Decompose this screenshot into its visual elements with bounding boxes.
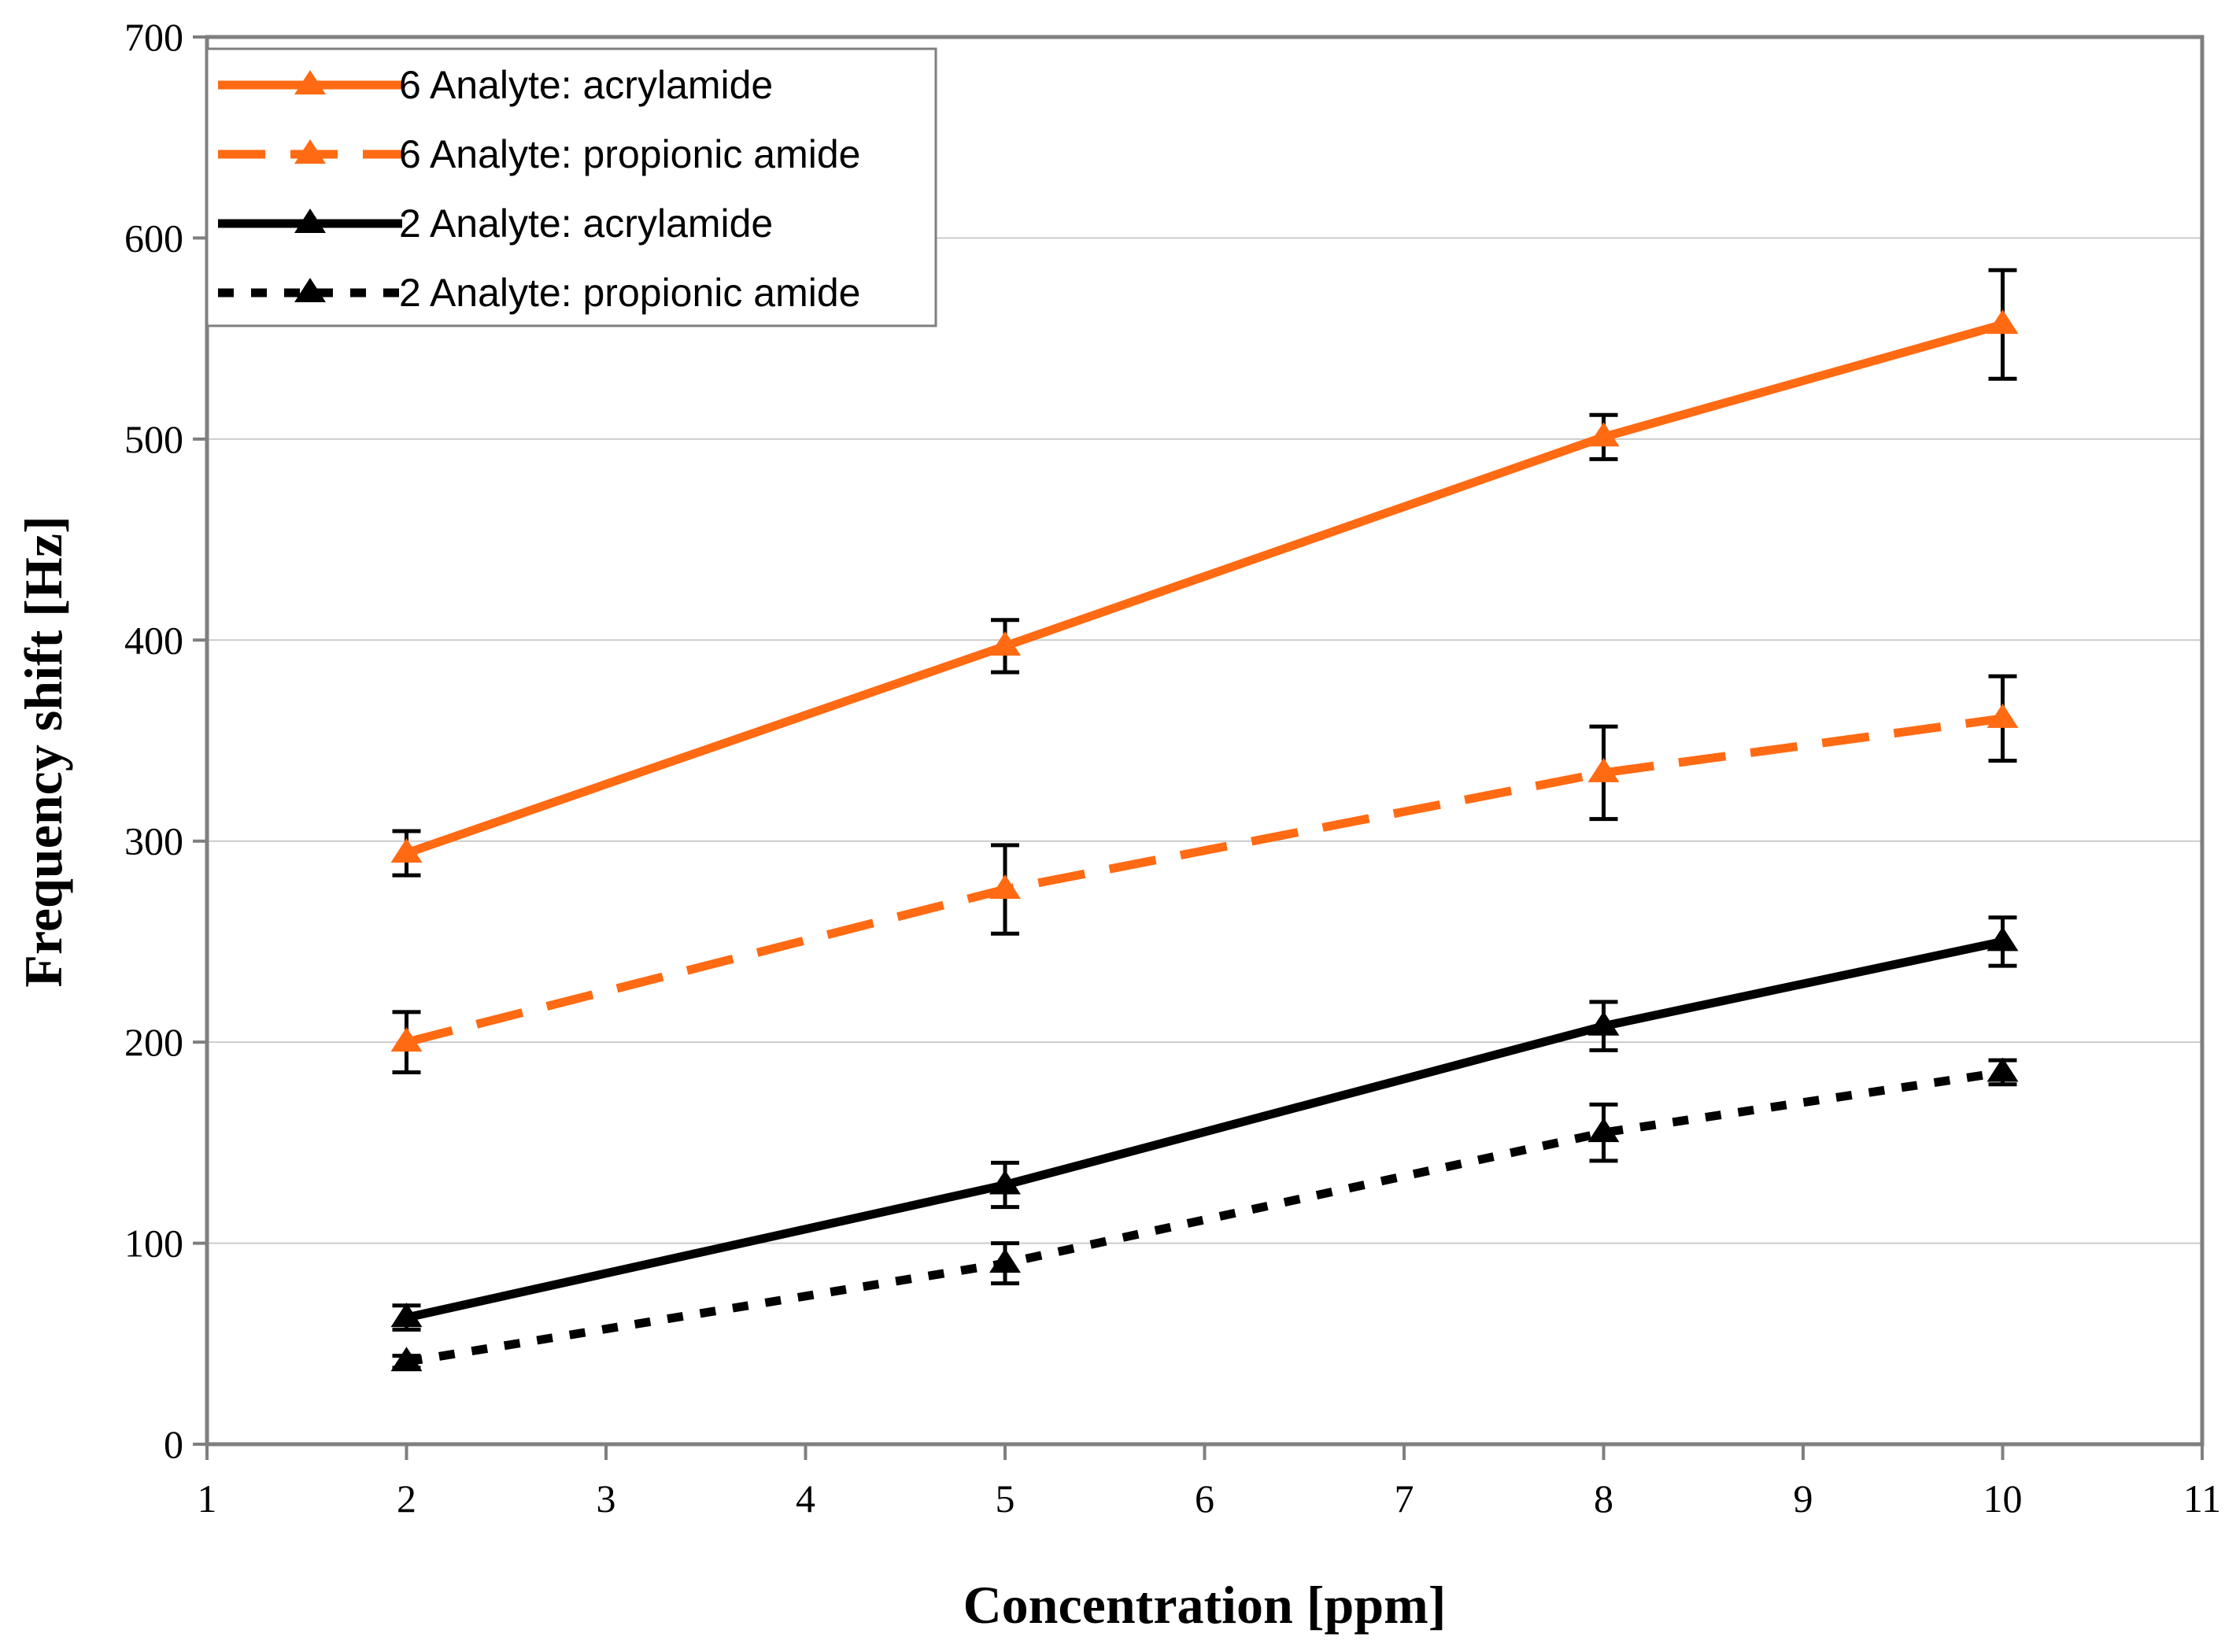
- series-line: [405, 714, 2004, 1047]
- legend-box: [205, 47, 937, 327]
- legend: 6 Analyte: acrylamide 6 Analyte: propioni…: [205, 47, 937, 327]
- y-tick-label: 300: [124, 819, 183, 863]
- data-point-marker: [989, 630, 1021, 656]
- x-tick-label: 7: [1395, 1476, 1414, 1521]
- x-tick-label: 6: [1195, 1476, 1214, 1521]
- data-point-marker: [989, 1248, 1021, 1273]
- legend-label: 6 Analyte: acrylamide: [399, 63, 773, 107]
- axes: 0 100 200 300 400 500 600 700 1 2 3 4 5 6 7 8 9 10 11: [124, 15, 2221, 1521]
- legend-marker: [294, 278, 326, 302]
- data-point-marker: [1987, 309, 2019, 334]
- data-point-marker: [1987, 703, 2019, 728]
- x-tick-label: 11: [2183, 1476, 2221, 1521]
- y-tick-label: 500: [124, 417, 183, 461]
- series-line: [405, 1068, 2004, 1366]
- series-3: [390, 915, 2019, 1332]
- series-4: [390, 1057, 2019, 1372]
- legend-label: 6 Analyte: propionic amide: [399, 132, 860, 176]
- legend-marker: [294, 70, 326, 94]
- legend-item-2: 6 Analyte: propionic amide: [218, 132, 860, 176]
- x-tick-label: 3: [597, 1476, 616, 1521]
- legend-item-3: 2 Analyte: acrylamide: [218, 201, 773, 246]
- legend-label: 2 Analyte: acrylamide: [399, 201, 773, 246]
- legend-item-1: 6 Analyte: acrylamide: [218, 63, 773, 107]
- data-point-marker: [1987, 1057, 2019, 1082]
- series-line: [405, 937, 2004, 1322]
- data-point-marker: [1587, 1011, 1620, 1036]
- y-tick-label: 200: [124, 1020, 183, 1064]
- series: [390, 268, 2019, 1372]
- x-tick-label: 2: [397, 1476, 416, 1521]
- x-tick-label: 4: [796, 1476, 815, 1521]
- x-tick-label: 8: [1594, 1476, 1613, 1521]
- y-tick-label: 700: [124, 15, 183, 59]
- data-point-marker: [1587, 422, 1620, 447]
- data-point-marker: [390, 1303, 423, 1328]
- data-point-marker: [989, 874, 1021, 900]
- data-point-marker: [390, 1347, 423, 1372]
- data-point-marker: [1587, 1118, 1620, 1143]
- y-tick-label: 0: [164, 1422, 183, 1466]
- x-tick-label: 9: [1794, 1476, 1813, 1521]
- data-point-marker: [989, 1170, 1021, 1195]
- data-point-marker: [1587, 757, 1620, 782]
- legend-item-4: 2 Analyte: propionic amide: [218, 271, 860, 315]
- y-tick-label: 600: [124, 216, 183, 260]
- data-point-marker: [390, 838, 423, 863]
- series-1: [390, 268, 2019, 878]
- y-tick-label: 400: [124, 618, 183, 662]
- x-axis-title: Concentration [ppm]: [963, 1575, 1447, 1635]
- series-2: [390, 674, 2019, 1074]
- legend-label: 2 Analyte: propionic amide: [399, 271, 860, 315]
- data-point-marker: [390, 1027, 423, 1052]
- legend-marker: [294, 139, 326, 164]
- series-line: [405, 320, 2004, 858]
- y-tick-label: 100: [124, 1221, 183, 1266]
- y-axis-title: Frequency shift [Hz]: [13, 516, 73, 987]
- x-tick-label: 5: [996, 1476, 1015, 1521]
- data-point-marker: [1987, 926, 2019, 952]
- x-tick-label: 1: [198, 1476, 217, 1521]
- x-tick-label: 10: [1983, 1476, 2023, 1521]
- legend-marker: [294, 209, 326, 233]
